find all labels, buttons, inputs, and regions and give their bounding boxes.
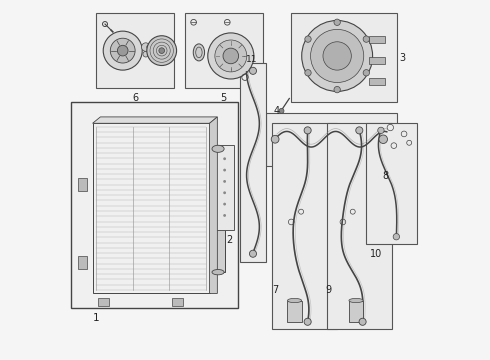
Circle shape: [223, 168, 226, 171]
Circle shape: [378, 127, 384, 134]
Bar: [326, 123, 392, 329]
Circle shape: [147, 45, 152, 50]
Circle shape: [302, 21, 372, 91]
Circle shape: [208, 33, 254, 79]
Circle shape: [323, 42, 351, 70]
Circle shape: [334, 86, 341, 93]
Circle shape: [223, 48, 239, 64]
Circle shape: [147, 36, 176, 66]
Circle shape: [118, 45, 128, 56]
Bar: [78, 178, 87, 191]
Circle shape: [249, 250, 257, 257]
Bar: [215, 145, 234, 230]
Ellipse shape: [212, 270, 224, 275]
Circle shape: [110, 38, 135, 63]
Bar: [78, 256, 87, 269]
Bar: [96, 13, 174, 88]
Text: 2: 2: [226, 235, 232, 245]
Text: 8: 8: [382, 171, 388, 181]
Circle shape: [304, 127, 311, 134]
Circle shape: [249, 67, 257, 75]
Circle shape: [363, 69, 369, 76]
Text: 3: 3: [400, 53, 406, 63]
Ellipse shape: [193, 44, 205, 61]
Bar: [271, 123, 337, 329]
Polygon shape: [93, 117, 218, 123]
Circle shape: [334, 19, 341, 26]
Circle shape: [143, 51, 148, 57]
Bar: [266, 113, 397, 166]
Circle shape: [142, 43, 150, 51]
Bar: [291, 13, 397, 102]
Circle shape: [305, 36, 311, 42]
Circle shape: [215, 40, 247, 72]
Text: 4: 4: [274, 106, 280, 116]
Text: 1: 1: [93, 313, 99, 323]
Ellipse shape: [212, 145, 224, 152]
Bar: [185, 13, 263, 88]
Text: 11: 11: [246, 55, 258, 64]
Text: 10: 10: [370, 249, 382, 260]
Circle shape: [103, 31, 142, 70]
Text: 5: 5: [220, 94, 227, 103]
Circle shape: [359, 318, 366, 325]
Bar: [369, 36, 385, 43]
Circle shape: [223, 157, 226, 160]
Bar: [369, 57, 385, 64]
Ellipse shape: [349, 298, 363, 303]
Circle shape: [363, 36, 369, 42]
Circle shape: [311, 30, 364, 82]
Bar: [172, 298, 183, 306]
Bar: [366, 123, 417, 244]
Text: 6: 6: [132, 94, 138, 103]
Text: 7: 7: [272, 285, 278, 295]
Bar: [288, 301, 302, 322]
Circle shape: [223, 214, 226, 217]
Circle shape: [223, 203, 226, 206]
Circle shape: [271, 135, 279, 143]
Circle shape: [304, 318, 311, 325]
Circle shape: [393, 234, 399, 240]
Bar: [240, 63, 266, 261]
Circle shape: [223, 180, 226, 183]
Bar: [349, 301, 363, 322]
Ellipse shape: [288, 298, 302, 303]
Circle shape: [379, 135, 388, 144]
Circle shape: [305, 69, 311, 76]
Circle shape: [159, 48, 165, 54]
Text: 9: 9: [325, 285, 331, 295]
Bar: [211, 149, 225, 272]
Circle shape: [223, 192, 226, 194]
Bar: [369, 78, 385, 85]
Bar: [98, 298, 109, 306]
Bar: [72, 102, 238, 307]
Polygon shape: [210, 117, 218, 293]
Circle shape: [279, 108, 284, 113]
Circle shape: [356, 127, 363, 134]
Bar: [93, 123, 210, 293]
